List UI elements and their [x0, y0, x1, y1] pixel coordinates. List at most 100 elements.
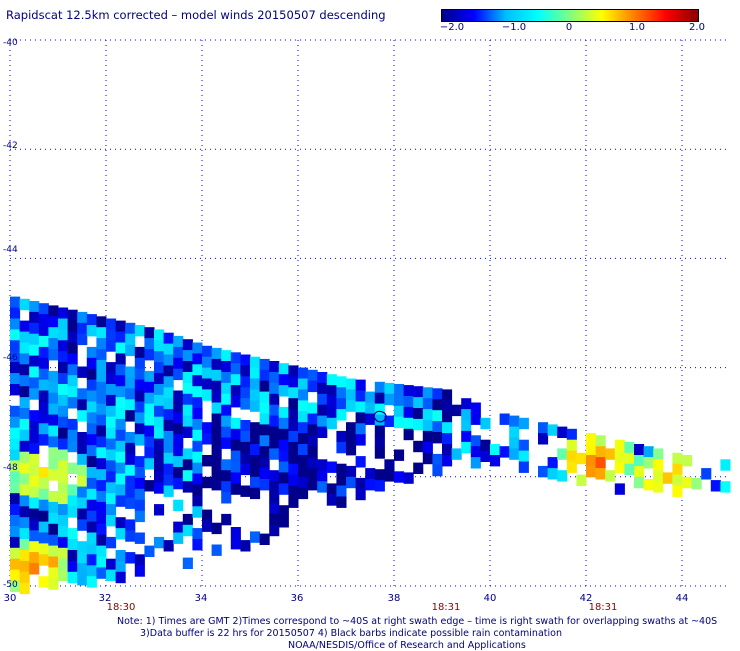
wind-cell: [288, 463, 299, 476]
wind-cell: [211, 457, 222, 469]
wind-cell: [202, 378, 213, 390]
wind-cell: [202, 389, 213, 401]
wind-cell: [58, 384, 69, 396]
wind-cell: [154, 482, 165, 494]
wind-cell: [240, 485, 251, 497]
wind-cell: [586, 444, 597, 456]
wind-cell: [10, 536, 21, 549]
wind-cell: [672, 463, 683, 476]
wind-cell: [317, 426, 328, 438]
wind-cell: [67, 539, 78, 551]
wind-cell: [96, 534, 107, 547]
wind-cell: [422, 420, 433, 432]
wind-cell: [106, 373, 117, 385]
wind-cell: [115, 397, 126, 409]
wind-cell: [96, 403, 107, 415]
wind-cell: [240, 441, 251, 454]
wind-cell: [115, 484, 126, 496]
wind-cell: [394, 471, 405, 483]
wind-cell: [240, 398, 251, 410]
wind-cell: [182, 426, 193, 438]
lon-tick-label: 44: [675, 593, 689, 604]
wind-cell: [240, 365, 251, 377]
wind-cell: [173, 434, 184, 446]
wind-cell: [10, 482, 21, 494]
wind-cell: [154, 362, 165, 374]
wind-cell: [67, 331, 78, 343]
wind-cell: [86, 314, 97, 326]
wind-cell: [115, 353, 126, 365]
wind-cell: [86, 379, 97, 391]
wind-cell: [96, 556, 107, 568]
wind-cell: [10, 351, 21, 363]
wind-cell: [259, 413, 270, 425]
wind-cell: [19, 484, 30, 496]
wind-cell: [67, 440, 78, 453]
time-label: 18:31: [431, 602, 461, 613]
wind-cell: [192, 397, 203, 409]
wind-cell: [38, 423, 49, 435]
colorbar-gradient: [441, 9, 699, 22]
wind-cell: [163, 430, 174, 443]
wind-cell: [470, 457, 481, 469]
wind-cell: [19, 364, 30, 376]
wind-cell: [461, 420, 472, 432]
wind-cell: [346, 389, 357, 401]
wind-cell: [163, 387, 174, 399]
wind-cell: [307, 413, 318, 425]
wind-cell: [518, 450, 529, 462]
wind-cell: [144, 349, 155, 361]
wind-cell: [38, 554, 49, 566]
wind-cell: [154, 394, 165, 407]
wind-cell: [259, 369, 270, 382]
lat-tick-label: -42: [3, 141, 18, 151]
wind-cell: [115, 364, 126, 376]
wind-cell: [307, 402, 318, 414]
wind-cell: [326, 406, 337, 419]
wind-cell: [163, 452, 174, 465]
wind-cell: [29, 541, 40, 553]
wind-cell: [634, 444, 645, 456]
wind-cell: [307, 479, 318, 491]
wind-cell: [269, 404, 280, 417]
wind-cell: [269, 415, 280, 427]
wind-cell: [106, 482, 117, 494]
wind-cell: [77, 388, 88, 400]
wind-cell: [134, 467, 145, 479]
wind-cell: [346, 444, 357, 456]
wind-cell: [125, 333, 136, 346]
wind-cell: [125, 497, 136, 509]
wind-cell: [298, 433, 309, 445]
wind-cell: [96, 370, 107, 383]
wind-cell: [192, 375, 203, 387]
wind-cell: [96, 447, 107, 459]
lon-tick-label: 34: [194, 593, 208, 604]
wind-cell: [250, 356, 261, 369]
wind-cell: [10, 340, 21, 352]
wind-cell: [202, 345, 213, 358]
wind-cell: [192, 408, 203, 420]
wind-cell: [259, 468, 270, 480]
wind-cell: [19, 550, 30, 562]
wind-cell: [163, 463, 174, 476]
wind-cell: [240, 354, 251, 366]
wind-cell: [614, 439, 625, 452]
wind-cell: [278, 385, 289, 397]
wind-cell: [67, 353, 78, 365]
wind-cell: [48, 534, 59, 547]
wind-cell: [106, 438, 117, 450]
wind-cell: [86, 510, 97, 523]
wind-cell: [106, 384, 117, 396]
wind-cell: [96, 425, 107, 437]
wind-cell: [403, 417, 414, 430]
wind-cell: [173, 477, 184, 490]
wind-cell: [125, 377, 136, 389]
wind-cell: [67, 550, 78, 562]
wind-cell: [566, 461, 577, 473]
wind-cell: [154, 471, 165, 483]
wind-cell: [48, 327, 59, 339]
wind-cell: [173, 357, 184, 370]
wind-cell: [154, 504, 165, 516]
wind-cell: [163, 354, 174, 366]
wind-cell: [336, 496, 347, 508]
